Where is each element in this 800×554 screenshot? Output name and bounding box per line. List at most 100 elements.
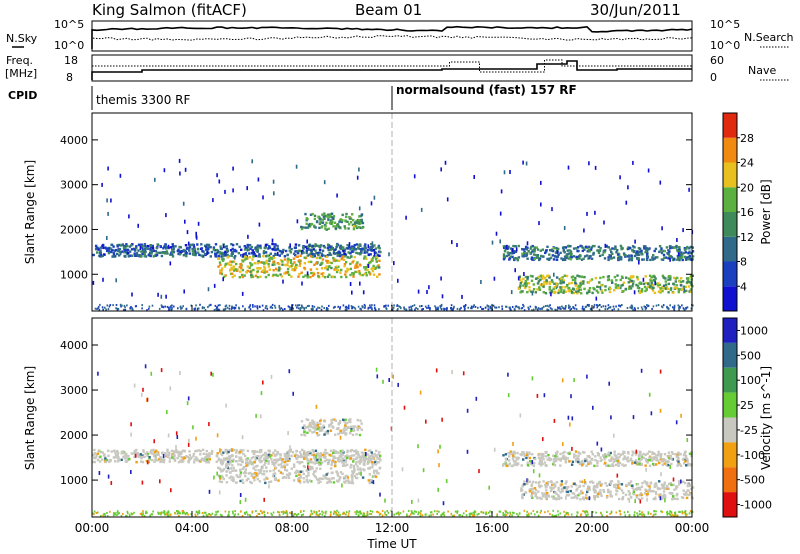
velocity-ground-cell	[286, 511, 288, 514]
velocity-echo-cell	[326, 429, 330, 433]
power-echo-cell	[248, 256, 251, 259]
power-scatter-cell	[242, 253, 244, 258]
power-ground-cell	[296, 306, 298, 309]
power-echo-cell	[200, 247, 204, 250]
velocity-ground-cell	[321, 510, 323, 513]
power-ground-cell	[494, 306, 497, 309]
velocity-echo-cell	[144, 452, 147, 455]
velocity-echo-cell	[319, 422, 322, 426]
power-echo-cell	[631, 285, 634, 288]
velocity-echo-cell	[330, 419, 333, 422]
velocity-echo-cell	[552, 486, 555, 490]
power-echo-cell	[325, 215, 329, 218]
power-ground-cell	[679, 306, 681, 309]
power-ground-cell	[561, 305, 563, 308]
velocity-echo-cell	[650, 490, 653, 493]
power-echo-cell	[643, 285, 647, 289]
power-echo-cell	[365, 257, 368, 260]
nsky-tick-top: 10^5	[54, 18, 84, 31]
power-ground-cell	[542, 305, 545, 308]
power-echo-cell	[248, 266, 251, 269]
velocity-echo-cell	[654, 482, 658, 485]
power-echo-cell	[296, 251, 300, 254]
velocity-echo-cell	[288, 457, 291, 461]
power-echo-cell	[537, 275, 540, 279]
power-ground-cell	[303, 307, 306, 310]
power-echo-cell	[350, 250, 353, 253]
velocity-echo-cell	[168, 457, 172, 460]
velocity-ground-cell	[579, 514, 582, 517]
power-ground-cell	[168, 308, 170, 311]
power-echo-cell	[329, 248, 332, 251]
velocity-echo-cell	[581, 464, 584, 467]
velocity-echo-cell	[337, 480, 340, 483]
power-ground-cell	[242, 305, 244, 308]
power-echo-cell	[212, 248, 216, 251]
velocity-echo-cell	[556, 455, 559, 458]
power-ground-cell	[678, 309, 680, 312]
velocity-echo-cell	[542, 458, 545, 461]
power-echo-cell	[598, 249, 602, 252]
power-ground-cell	[97, 305, 100, 308]
power-echo-cell	[686, 258, 690, 261]
power-echo-cell	[345, 270, 349, 273]
velocity-echo-cell	[264, 456, 268, 460]
power-echo-cell	[353, 255, 356, 259]
power-echo-cell	[518, 275, 521, 278]
velocity-echo-cell	[238, 456, 241, 459]
velocity-echo-cell	[632, 490, 636, 494]
power-echo-cell	[314, 249, 317, 252]
velocity-echo-cell	[221, 469, 225, 472]
velocity-echo-cell	[352, 464, 355, 468]
power-echo-cell	[579, 282, 582, 285]
power-scatter-cell	[139, 246, 142, 250]
power-echo-cell	[533, 250, 536, 253]
velocity-echo-cell	[508, 455, 511, 458]
velocity-echo-cell	[122, 451, 125, 455]
velocity-echo-cell	[241, 459, 244, 462]
power-scatter-cell	[232, 188, 234, 193]
power-echo-cell	[218, 261, 222, 264]
power-echo-cell	[101, 254, 104, 258]
power-echo-cell	[302, 251, 305, 254]
power-echo-cell	[688, 250, 691, 253]
power-echo-cell	[687, 256, 690, 259]
power-ground-cell	[396, 304, 398, 307]
velocity-echo-cell	[222, 451, 225, 454]
power-ground-cell	[233, 307, 236, 310]
velocity-echo-cell	[542, 454, 545, 458]
power-ground-cell	[326, 308, 329, 311]
velocity-echo-cell	[640, 454, 643, 457]
power-echo-cell	[301, 245, 305, 249]
power-echo-cell	[337, 268, 340, 272]
velocity-echo-cell	[351, 477, 354, 480]
velocity-echo-cell	[375, 471, 379, 474]
power-echo-cell	[517, 287, 521, 290]
power-echo-cell	[553, 291, 556, 295]
velocity-echo-cell	[687, 493, 690, 497]
power-echo-cell	[582, 280, 585, 283]
power-scatter-cell	[638, 260, 640, 265]
power-scatter-cell	[195, 234, 198, 239]
velocity-echo-cell	[687, 464, 690, 467]
power-echo-cell	[128, 245, 132, 248]
velocity-echo-cell	[684, 454, 688, 458]
power-ground-cell	[437, 308, 439, 311]
velocity-echo-cell	[596, 486, 599, 489]
velocity-echo-cell	[555, 452, 558, 455]
velocity-echo-cell	[632, 488, 635, 492]
velocity-echo-cell	[120, 458, 123, 461]
velocity-echo-cell	[283, 460, 287, 464]
power-ground-cell	[214, 304, 217, 307]
power-echo-cell	[355, 263, 358, 267]
power-ground-cell	[274, 304, 276, 307]
power-echo-cell	[534, 291, 537, 294]
power-echo-cell	[355, 220, 358, 223]
velocity-echo-cell	[162, 460, 166, 464]
power-ground-cell	[378, 308, 380, 311]
power-echo-cell	[343, 264, 346, 268]
power-echo-cell	[321, 249, 325, 252]
velocity-ground-cell	[215, 511, 217, 513]
velocity-echo-cell	[320, 477, 323, 480]
velocity-echo-cell	[245, 461, 249, 464]
